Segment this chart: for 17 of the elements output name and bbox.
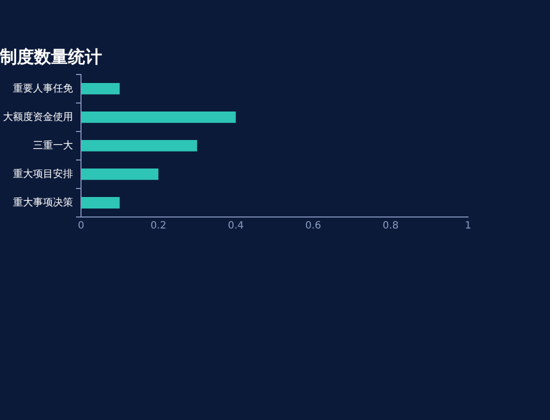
x-tick-label: 0.8 — [382, 220, 399, 232]
x-tick-label: 0.6 — [305, 220, 322, 232]
chart-title: 制度数量统计 — [0, 48, 102, 68]
y-tick-label: 大额度资金使用 — [3, 110, 73, 123]
bar — [82, 140, 198, 152]
x-tick-label: 1 — [464, 220, 472, 232]
y-tick-label: 重大项目安排 — [13, 168, 73, 180]
x-tick-label: 0.4 — [228, 220, 244, 232]
y-tick-label: 三重一大 — [33, 139, 73, 152]
x-tick-label: 0.2 — [150, 220, 166, 232]
y-tick-label: 重大事项决策 — [13, 196, 73, 208]
bar — [82, 168, 158, 180]
bar — [82, 111, 236, 123]
bar — [82, 82, 120, 94]
bar — [82, 197, 120, 208]
x-tick-label: 0 — [78, 220, 84, 232]
y-tick-label: 重要人事任免 — [13, 82, 73, 94]
